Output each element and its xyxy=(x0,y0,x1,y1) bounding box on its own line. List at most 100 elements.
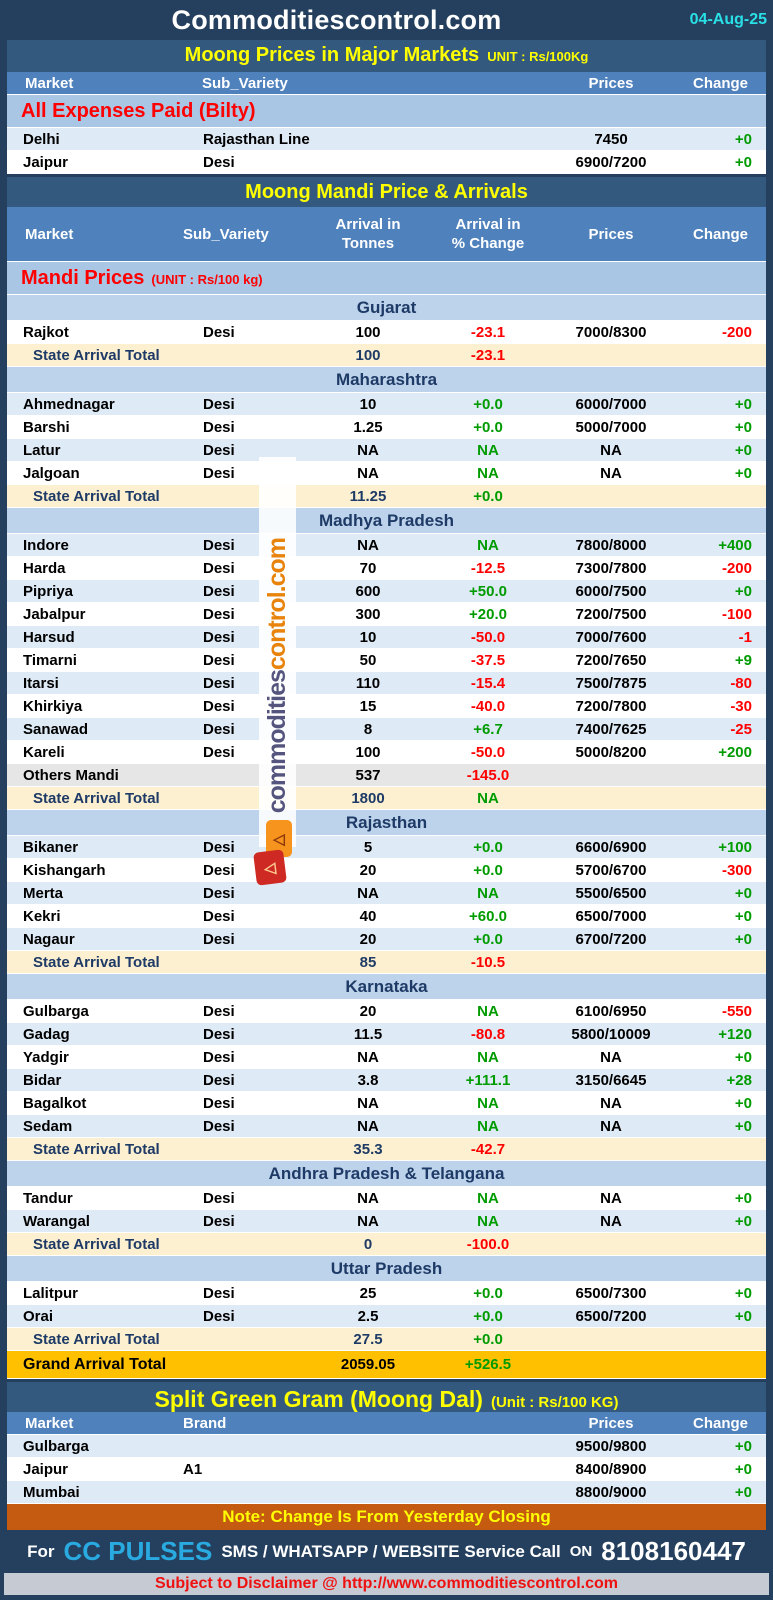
change-cell: +0 xyxy=(734,1189,752,1207)
section-title-text: Moong Prices in Major Markets xyxy=(184,44,480,66)
mandi-row: Khirkiya Desi 15 -40.0 7200/7800 -30 xyxy=(7,695,766,718)
section-title-text: Split Green Gram (Moong Dal) xyxy=(154,1386,483,1412)
site-title: Commoditiescontrol.com xyxy=(171,4,502,35)
sub-variety-cell: Desi xyxy=(203,153,235,171)
all-expenses-label: All Expenses Paid (Bilty) xyxy=(21,99,256,122)
market-cell: Harda xyxy=(23,559,66,577)
sub-variety-cell: Desi xyxy=(203,930,235,948)
sub-variety-cell: Desi xyxy=(203,559,235,577)
change-cell: +0 xyxy=(734,1117,752,1135)
arrival-cell: 20 xyxy=(359,930,377,948)
change-cell: +0 xyxy=(734,907,752,925)
prices-cell: 8400/8900 xyxy=(575,1460,647,1478)
state-band: Gujarat xyxy=(7,295,766,321)
prices-cell: 7800/8000 xyxy=(575,536,647,554)
sub-variety-cell: Desi xyxy=(203,418,235,436)
arrival-pct-cell: NA xyxy=(477,1094,499,1112)
state-total-label: State Arrival Total xyxy=(33,1235,160,1253)
col-header-prices: Prices xyxy=(588,1414,634,1432)
disclaimer-link-bar[interactable]: Subject to Disclaimer @ http://www.commo… xyxy=(4,1573,769,1595)
change-cell: -100 xyxy=(721,605,752,623)
grand-total-arrival-pct: +526.5 xyxy=(464,1356,512,1373)
mandi-row: Bagalkot Desi NA NA NA +0 xyxy=(7,1092,766,1115)
change-cell: +0 xyxy=(734,1094,752,1112)
market-cell: Jabalpur xyxy=(23,605,86,623)
sub-variety-cell: Desi xyxy=(203,884,235,902)
prices-cell: 7000/8300 xyxy=(575,323,647,341)
split-table-rows: Gulbarga 9500/9800 +0 Jaipur A1 8400/8900 +0 Mu… xyxy=(7,1435,766,1504)
state-total-arrival: 0 xyxy=(363,1235,373,1253)
arrival-pct-cell: +20.0 xyxy=(469,605,507,623)
arrival-pct-cell: +0.0 xyxy=(473,1307,503,1325)
service-channels: SMS / WHATSAPP / WEBSITE Service Call xyxy=(221,1541,561,1561)
service-contact-bar: For CC PULSES SMS / WHATSAPP / WEBSITE S… xyxy=(7,1530,766,1573)
arrival-pct-cell: NA xyxy=(477,1048,499,1066)
major-market-row: Delhi Rajasthan Line 7450 +0 xyxy=(7,128,766,151)
service-phone-number: 8108160447 xyxy=(601,1536,746,1566)
change-cell: +0 xyxy=(734,1284,752,1302)
prices-cell: 6600/6900 xyxy=(575,838,647,856)
change-cell: +400 xyxy=(718,536,752,554)
prices-cell: 6500/7000 xyxy=(575,907,647,925)
top-header-bar: Commoditiescontrol.com 04-Aug-25 xyxy=(0,0,773,40)
arrival-pct-cell: -23.1 xyxy=(470,323,506,341)
arrival-pct-cell: -145.0 xyxy=(466,766,510,784)
mandi-row: Gadag Desi 11.5 -80.8 5800/10009 +120 xyxy=(7,1023,766,1046)
state-band: Maharashtra xyxy=(7,367,766,393)
prices-cell: 8800/9000 xyxy=(575,1483,647,1501)
col-header-market: Market xyxy=(25,1414,74,1432)
arrival-cell: NA xyxy=(357,1048,379,1066)
market-cell: Jaipur xyxy=(23,1460,69,1478)
arrival-pct-cell: +60.0 xyxy=(469,907,507,925)
mandi-row: Itarsi Desi 110 -15.4 7500/7875 -80 xyxy=(7,672,766,695)
change-cell: +0 xyxy=(734,1460,752,1478)
arrival-cell: 20 xyxy=(359,1002,377,1020)
sub-variety-cell: Desi xyxy=(203,838,235,856)
change-cell: -30 xyxy=(730,697,752,715)
arrival-pct-cell: NA xyxy=(477,441,499,459)
market-cell: Bidar xyxy=(23,1071,62,1089)
arrival-cell: 110 xyxy=(355,674,381,692)
change-cell: +0 xyxy=(734,1048,752,1066)
market-cell: Jalgoan xyxy=(23,464,80,482)
prices-cell: NA xyxy=(600,1212,622,1230)
col-header-sub-variety: Sub_Variety xyxy=(202,74,288,92)
col-header-change: Change xyxy=(692,1414,748,1432)
market-cell: Kekri xyxy=(23,907,61,925)
market-cell: Harsud xyxy=(23,628,75,646)
report-date: 04-Aug-25 xyxy=(689,11,767,28)
market-cell: Sedam xyxy=(23,1117,73,1135)
mandi-row: Merta Desi NA NA 5500/6500 +0 xyxy=(7,882,766,905)
prices-cell: NA xyxy=(600,1189,622,1207)
arrival-cell: 40 xyxy=(359,907,377,925)
market-cell: Orai xyxy=(23,1307,54,1325)
state-band: Karnataka xyxy=(7,974,766,1000)
col-header-change: Change xyxy=(692,74,748,92)
prices-cell: 6000/7500 xyxy=(575,582,647,600)
market-cell: Jaipur xyxy=(23,153,69,171)
change-cell: +28 xyxy=(726,1071,752,1089)
prices-cell: 6500/7200 xyxy=(575,1307,647,1325)
market-cell: Lalitpur xyxy=(23,1284,78,1302)
prices-cell: 6900/7200 xyxy=(575,153,647,171)
sub-variety-cell: Desi xyxy=(203,1189,235,1207)
sub-variety-cell: Desi xyxy=(203,743,235,761)
prices-cell: 7500/7875 xyxy=(575,674,647,692)
market-cell: Merta xyxy=(23,884,64,902)
arrival-cell: 2.5 xyxy=(357,1307,379,1325)
change-cell: -200 xyxy=(721,559,752,577)
arrival-cell: 15 xyxy=(359,697,377,715)
state-arrival-total-row: State Arrival Total 85 -10.5 xyxy=(7,951,766,974)
col-header-prices: Prices xyxy=(588,225,634,243)
change-cell: +200 xyxy=(718,743,752,761)
state-total-label: State Arrival Total xyxy=(33,953,160,971)
market-cell: Warangal xyxy=(23,1212,90,1230)
prices-cell: 6000/7000 xyxy=(575,395,647,413)
market-cell: Rajkot xyxy=(23,323,69,341)
mandi-row: Kishangarh Desi 20 +0.0 5700/6700 -300 xyxy=(7,859,766,882)
sub-variety-cell: Desi xyxy=(203,536,235,554)
sub-variety-cell: Desi xyxy=(203,651,235,669)
change-cell: -300 xyxy=(721,861,752,879)
mandi-row: Indore Desi NA NA 7800/8000 +400 xyxy=(7,534,766,557)
major-markets-rows: Delhi Rajasthan Line 7450 +0 Jaipur Desi 6900/… xyxy=(7,128,766,174)
